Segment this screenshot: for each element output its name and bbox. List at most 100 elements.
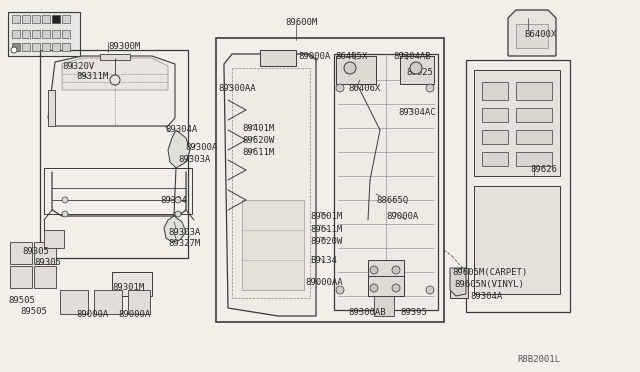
- Bar: [100, 54, 130, 60]
- Circle shape: [370, 284, 378, 292]
- Bar: [40, 50, 188, 258]
- Bar: [400, 56, 434, 84]
- Polygon shape: [374, 296, 394, 316]
- Polygon shape: [334, 54, 438, 310]
- Text: 89605N(VINYL): 89605N(VINYL): [454, 280, 524, 289]
- Text: B9134: B9134: [310, 256, 337, 265]
- Bar: [32, 43, 40, 51]
- Text: 89000AA: 89000AA: [305, 278, 342, 287]
- Bar: [474, 70, 560, 176]
- Text: 88665Q: 88665Q: [376, 196, 408, 205]
- Bar: [12, 43, 20, 51]
- Bar: [516, 130, 552, 144]
- Circle shape: [392, 284, 400, 292]
- Text: 89304A: 89304A: [470, 292, 502, 301]
- Bar: [52, 15, 60, 23]
- Circle shape: [62, 211, 68, 217]
- Circle shape: [11, 47, 17, 53]
- Text: 89300AA: 89300AA: [218, 84, 255, 93]
- Bar: [42, 30, 50, 38]
- Text: 89301M: 89301M: [112, 283, 144, 292]
- Text: B6400X: B6400X: [524, 30, 556, 39]
- Circle shape: [175, 197, 181, 203]
- Text: 89300M: 89300M: [108, 42, 140, 51]
- Text: 89305: 89305: [22, 247, 49, 256]
- Bar: [516, 152, 552, 166]
- Bar: [128, 290, 150, 314]
- Circle shape: [336, 84, 344, 92]
- Bar: [10, 266, 32, 288]
- Circle shape: [175, 211, 181, 217]
- Circle shape: [336, 286, 344, 294]
- Bar: [260, 50, 296, 66]
- Text: 89625: 89625: [406, 68, 433, 77]
- Bar: [62, 30, 70, 38]
- Text: 89300AB: 89300AB: [348, 308, 386, 317]
- Bar: [44, 168, 192, 214]
- Text: 89320V: 89320V: [62, 62, 94, 71]
- Text: 89620W: 89620W: [242, 136, 275, 145]
- Polygon shape: [62, 58, 168, 90]
- Text: 89611M: 89611M: [242, 148, 275, 157]
- Text: 89305: 89305: [34, 258, 61, 267]
- Circle shape: [426, 286, 434, 294]
- Bar: [22, 30, 30, 38]
- Text: 89395: 89395: [400, 308, 427, 317]
- Polygon shape: [450, 268, 466, 296]
- Text: R8B2001L: R8B2001L: [517, 355, 560, 364]
- Text: 89394: 89394: [160, 196, 187, 205]
- Text: 89303A: 89303A: [178, 155, 211, 164]
- Bar: [516, 108, 552, 122]
- Bar: [42, 15, 50, 23]
- Text: 89611M: 89611M: [310, 225, 342, 234]
- Bar: [34, 242, 56, 264]
- Polygon shape: [508, 10, 556, 56]
- Bar: [516, 24, 548, 48]
- Bar: [112, 272, 152, 296]
- Text: 89505: 89505: [8, 296, 35, 305]
- Circle shape: [344, 62, 356, 74]
- Text: 86405X: 86405X: [335, 52, 367, 61]
- Text: 86406X: 86406X: [348, 84, 380, 93]
- Bar: [482, 152, 508, 166]
- Bar: [22, 15, 30, 23]
- Bar: [516, 82, 552, 100]
- Text: 89505: 89505: [20, 307, 47, 316]
- Text: 89000A: 89000A: [386, 212, 419, 221]
- Bar: [10, 242, 32, 264]
- Bar: [62, 43, 70, 51]
- Text: 89601M: 89601M: [310, 212, 342, 221]
- Text: 89304A: 89304A: [165, 125, 197, 134]
- Circle shape: [110, 75, 120, 85]
- Bar: [22, 43, 30, 51]
- Text: 89304AC: 89304AC: [398, 108, 436, 117]
- Bar: [52, 30, 60, 38]
- Bar: [368, 260, 404, 296]
- Bar: [482, 82, 508, 100]
- Circle shape: [370, 266, 378, 274]
- Bar: [32, 15, 40, 23]
- Bar: [216, 38, 444, 322]
- Bar: [466, 60, 570, 312]
- Bar: [42, 43, 50, 51]
- Circle shape: [62, 197, 68, 203]
- Bar: [12, 15, 20, 23]
- Bar: [60, 290, 88, 314]
- Text: 89303A: 89303A: [168, 228, 200, 237]
- Polygon shape: [48, 56, 175, 126]
- Text: 89000A: 89000A: [298, 52, 330, 61]
- Text: 89605M(CARPET): 89605M(CARPET): [452, 268, 527, 277]
- Text: 89626: 89626: [530, 165, 557, 174]
- Bar: [450, 268, 468, 298]
- Circle shape: [410, 62, 422, 74]
- Text: 89300A: 89300A: [185, 143, 217, 152]
- Circle shape: [392, 266, 400, 274]
- Polygon shape: [48, 90, 55, 126]
- Bar: [12, 30, 20, 38]
- Polygon shape: [168, 130, 190, 168]
- Text: 89401M: 89401M: [242, 124, 275, 133]
- Bar: [474, 186, 560, 294]
- Circle shape: [426, 84, 434, 92]
- Polygon shape: [164, 216, 186, 242]
- Polygon shape: [224, 54, 316, 316]
